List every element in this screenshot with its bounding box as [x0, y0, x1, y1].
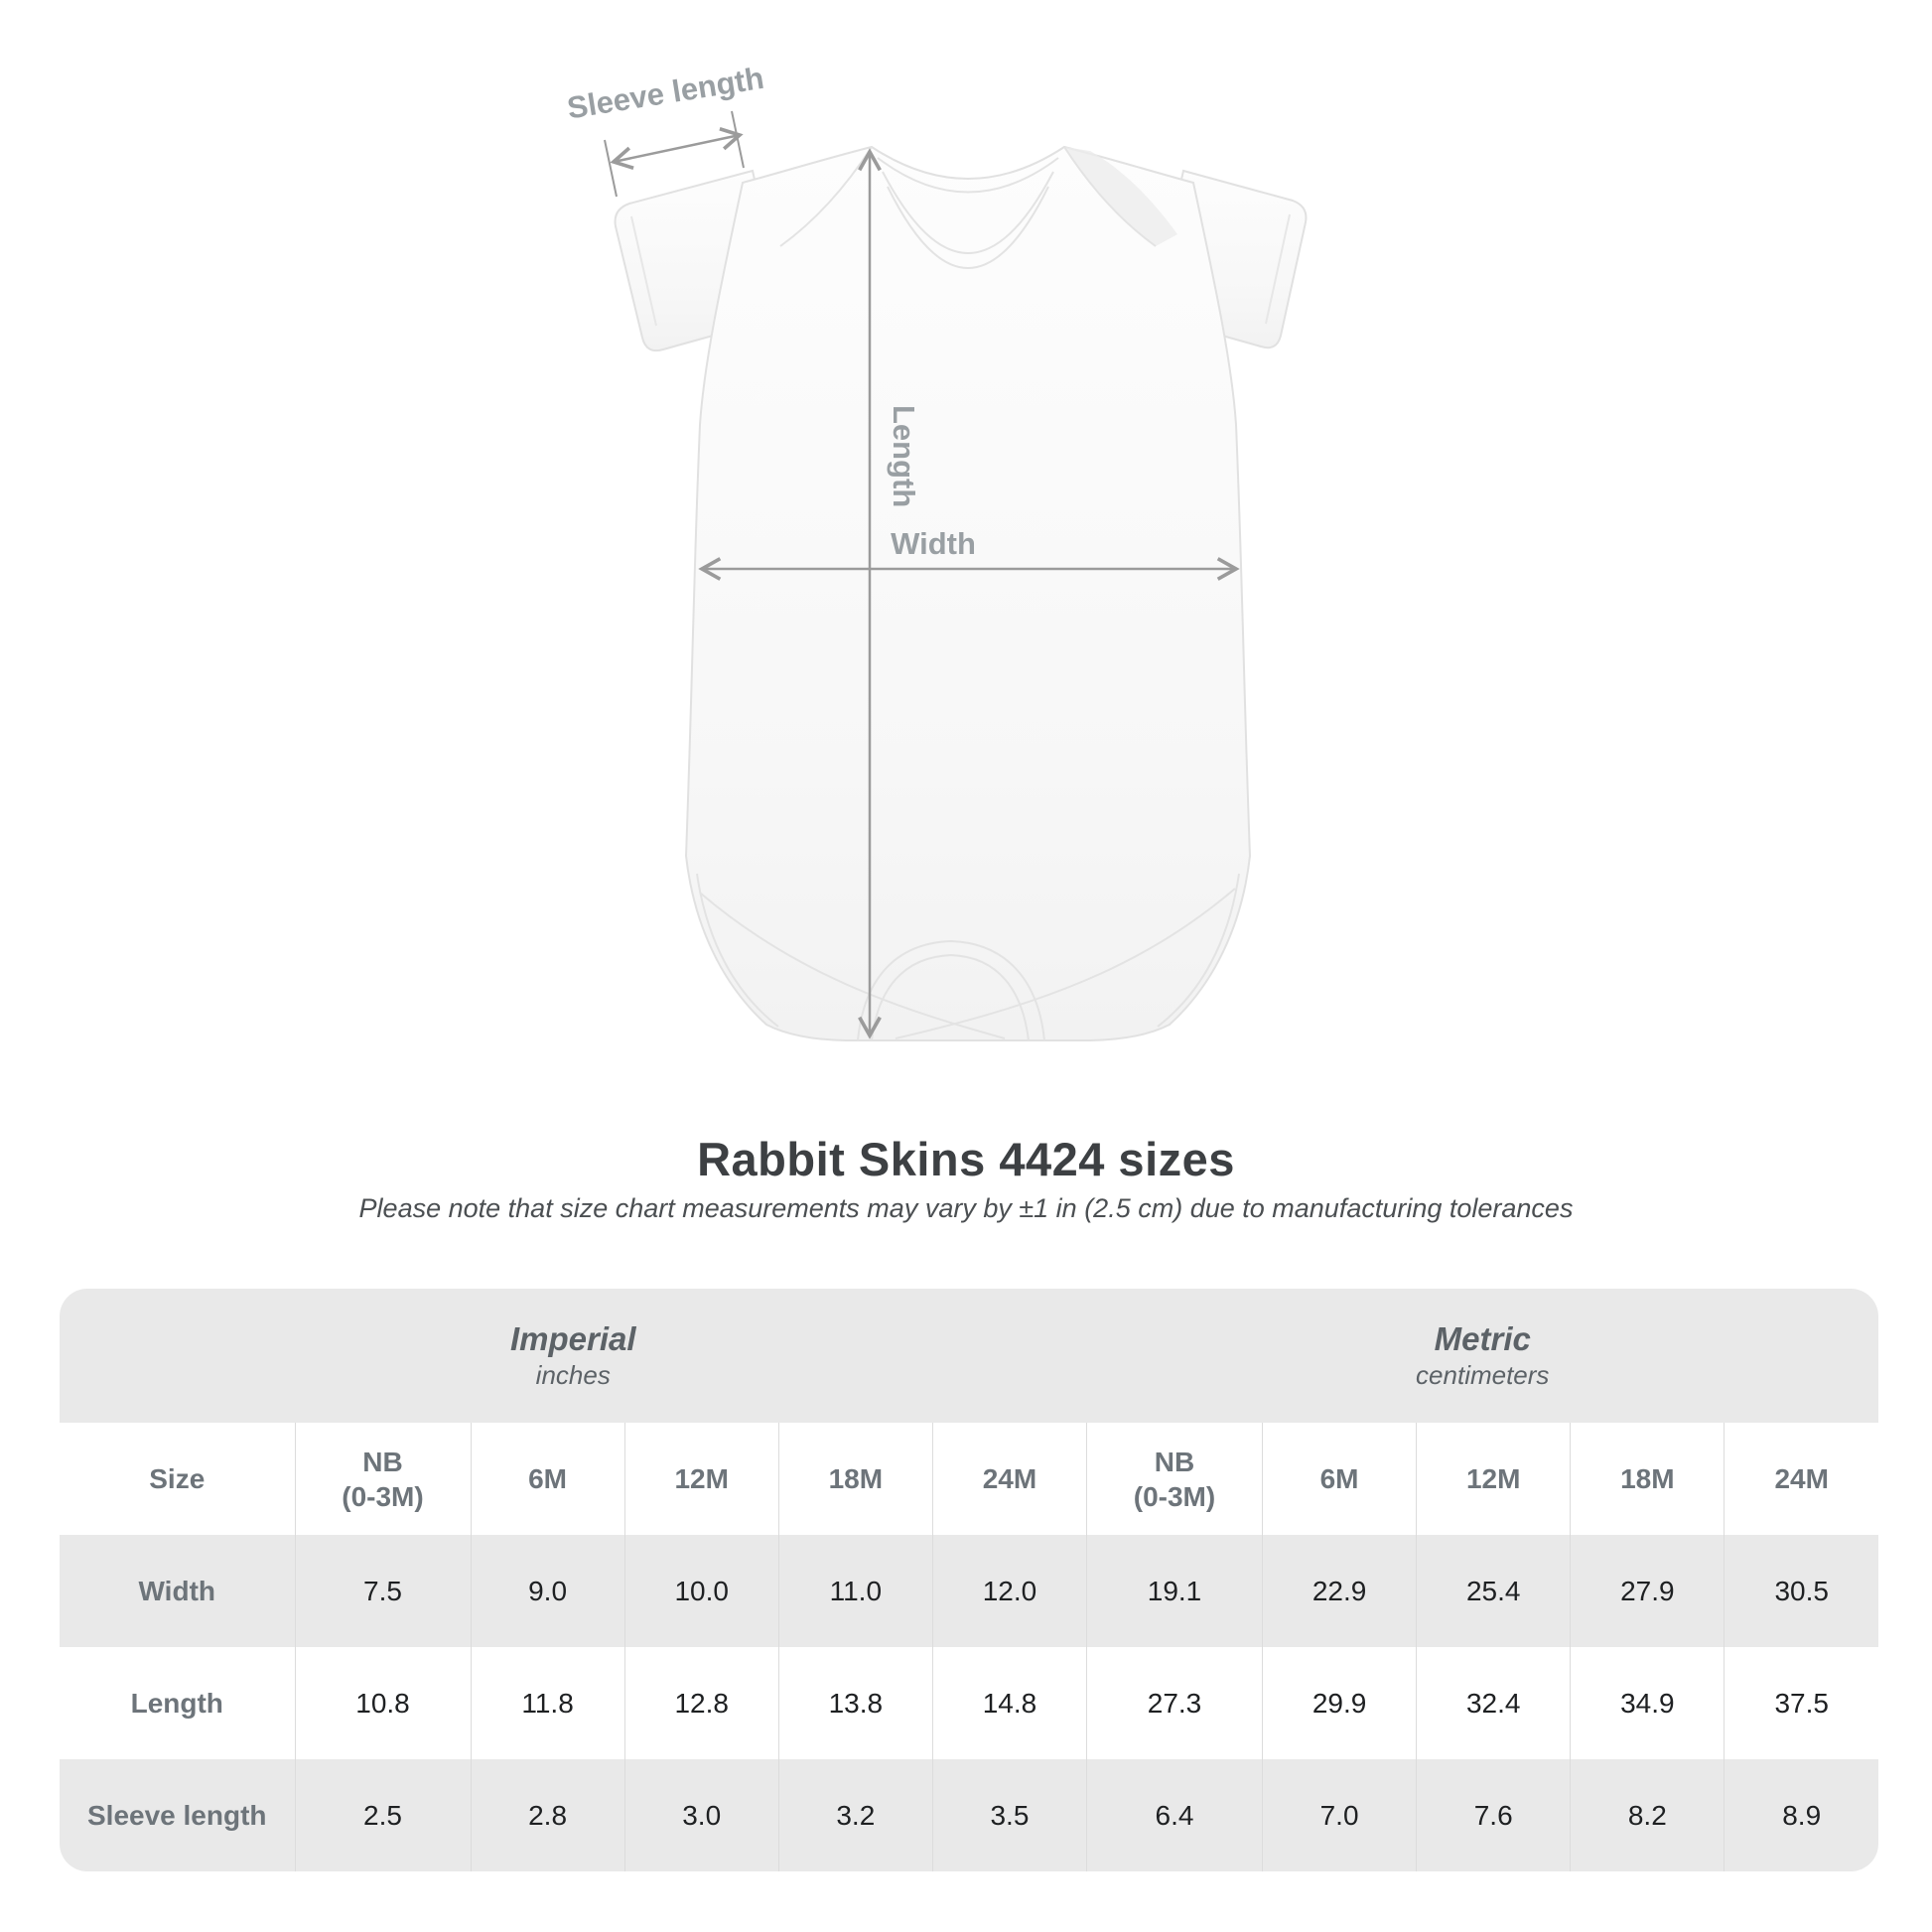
- measurement-row: Sleeve length 2.5 2.8 3.0 3.2 3.5 6.4 7.0 7.6 8.2…: [60, 1759, 1878, 1871]
- size-header-cell: 18M: [1570, 1423, 1725, 1535]
- width-label: Width: [891, 526, 976, 561]
- size-column-header: Size: [60, 1423, 295, 1535]
- snap-flap-inner: [871, 953, 1030, 1041]
- size-table: Imperial inches Metric centimeters Size …: [60, 1289, 1878, 1871]
- size-header-cell: NB (0-3M): [1086, 1423, 1263, 1535]
- unit-band-row: Imperial inches Metric centimeters: [60, 1289, 1878, 1423]
- measurement-value-cell: 27.3: [1086, 1647, 1263, 1759]
- imperial-group-header: Imperial inches: [60, 1289, 1087, 1423]
- neck-binding: [877, 157, 1059, 194]
- bodysuit-body: [684, 145, 1252, 1041]
- sleeve-length-tick-right: [731, 110, 745, 169]
- measurement-value-cell: 32.4: [1416, 1647, 1571, 1759]
- right-leg-binding: [1157, 873, 1240, 1028]
- measurement-value-cell: 37.5: [1724, 1647, 1878, 1759]
- page-title: Rabbit Skins 4424 sizes: [697, 1133, 1235, 1185]
- right-lap-fold: [1063, 146, 1157, 247]
- measurement-row-label: Length: [60, 1647, 295, 1759]
- sleeve-length-label: Sleeve length: [565, 61, 766, 126]
- measurement-value-cell: 19.1: [1086, 1535, 1263, 1647]
- measurement-value-cell: 13.8: [777, 1647, 933, 1759]
- measurement-value-cell: 11.0: [777, 1535, 933, 1647]
- measurement-value-cell: 2.8: [470, 1759, 625, 1871]
- measurement-row-label: Width: [60, 1535, 295, 1647]
- measurement-value-cell: 12.8: [623, 1647, 779, 1759]
- size-header-cell: 24M: [1724, 1423, 1878, 1535]
- measurement-value-cell: 2.5: [294, 1759, 471, 1871]
- measurement-value-cell: 3.0: [623, 1759, 779, 1871]
- metric-group-header: Metric centimeters: [1086, 1289, 1878, 1423]
- measurement-value-cell: 12.0: [931, 1535, 1087, 1647]
- measurement-value-cell: 22.9: [1261, 1535, 1417, 1647]
- measurement-value-cell: 7.6: [1416, 1759, 1571, 1871]
- measurement-value-cell: 27.9: [1570, 1535, 1725, 1647]
- measurement-value-cell: 11.8: [470, 1647, 625, 1759]
- front-collar: [882, 171, 1054, 254]
- measurement-row: Length 10.8 11.8 12.8 13.8 14.8 27.3 29.9 32.4 34…: [60, 1647, 1878, 1759]
- bodysuit-graphic: [614, 145, 1308, 1041]
- right-sleeve-hem: [1265, 213, 1291, 325]
- measurement-value-cell: 3.5: [931, 1759, 1087, 1871]
- size-header-cell: 24M: [931, 1423, 1087, 1535]
- sleeve-length-tick-left: [604, 139, 618, 198]
- measurement-value-cell: 7.5: [294, 1535, 471, 1647]
- measurement-value-cell: 14.8: [931, 1647, 1087, 1759]
- measurement-row-label: Sleeve length: [60, 1759, 295, 1871]
- length-label: Length: [887, 405, 921, 507]
- size-header-row: Size NB (0-3M) 6M 12M 18M 24M NB (0-3M) 6M 12M 18M…: [60, 1423, 1878, 1535]
- bodysuit-figure: Sleeve length Length Width: [565, 61, 1308, 1041]
- measurement-value-cell: 7.0: [1261, 1759, 1417, 1871]
- measurement-value-cell: 29.9: [1261, 1647, 1417, 1759]
- shoulder-shadow: [1064, 147, 1177, 246]
- right-cross-binding: [895, 888, 1236, 1039]
- imperial-label: Imperial: [509, 1319, 636, 1357]
- measurement-value-cell: 8.2: [1570, 1759, 1725, 1871]
- imperial-unit: inches: [535, 1360, 611, 1391]
- size-header-cell: 18M: [777, 1423, 933, 1535]
- measurement-row: Width 7.5 9.0 10.0 11.0 12.0 19.1 22.9 25.4 27.9 3…: [60, 1535, 1878, 1647]
- size-header-cell: NB (0-3M): [294, 1423, 471, 1535]
- measurement-value-cell: 30.5: [1724, 1535, 1878, 1647]
- size-header-cell: 12M: [623, 1423, 779, 1535]
- left-cross-binding: [700, 893, 1006, 1039]
- measurement-value-cell: 25.4: [1416, 1535, 1571, 1647]
- tolerance-note: Please note that size chart measurements…: [358, 1193, 1574, 1223]
- metric-label: Metric: [1434, 1319, 1531, 1357]
- neckline-details: [779, 146, 1157, 269]
- size-header-cell: 6M: [470, 1423, 625, 1535]
- measurement-annotations: [604, 110, 1240, 1039]
- measurement-value-cell: 9.0: [470, 1535, 625, 1647]
- measurement-value-cell: 34.9: [1570, 1647, 1725, 1759]
- size-header-cell: 6M: [1261, 1423, 1417, 1535]
- measurement-value-cell: 10.0: [623, 1535, 779, 1647]
- measurement-value-cell: 10.8: [294, 1647, 471, 1759]
- size-table-grid: Imperial inches Metric centimeters Size …: [60, 1289, 1878, 1871]
- measurement-value-cell: 8.9: [1724, 1759, 1878, 1871]
- size-header-cell: 12M: [1416, 1423, 1571, 1535]
- front-collar-binding: [887, 186, 1049, 269]
- measurement-value-cell: 6.4: [1086, 1759, 1263, 1871]
- left-sleeve-hem: [630, 215, 657, 327]
- sleeve-length-arrow: [610, 126, 744, 171]
- left-leg-binding: [696, 873, 779, 1028]
- measurement-value-cell: 3.2: [777, 1759, 933, 1871]
- metric-unit: centimeters: [1416, 1360, 1550, 1391]
